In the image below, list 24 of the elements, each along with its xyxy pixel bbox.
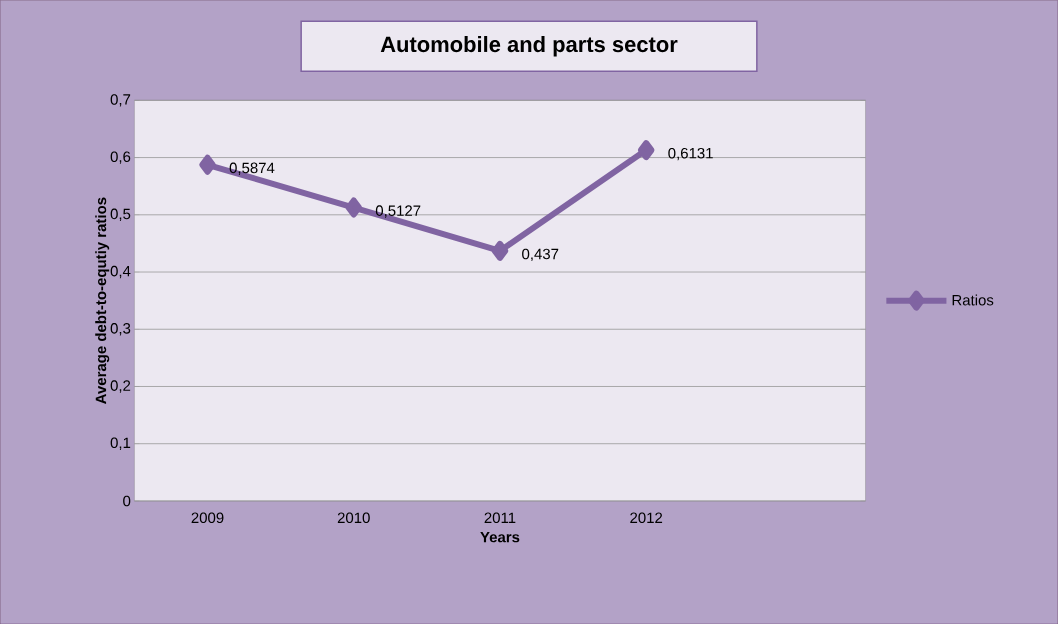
chart-title: Automobile and parts sector — [380, 35, 678, 57]
y-tick-label: 0,7 — [110, 94, 131, 107]
x-tick-label: 2012 — [630, 512, 663, 523]
point — [345, 197, 363, 218]
y-tick-label: 0,6 — [110, 151, 131, 164]
x-axis-title: Years — [480, 531, 520, 543]
y-axis-title: Average debt-to-equtiy ratios — [95, 197, 110, 404]
legend-label: Ratios — [952, 294, 994, 306]
y-tick-label: 0 — [123, 495, 131, 507]
data-label: 0,6131 — [668, 147, 713, 161]
point — [637, 139, 655, 160]
y-tick-label: 0,1 — [110, 437, 131, 450]
y-tick-label: 0,3 — [110, 322, 131, 336]
y-tick-label: 0,5 — [110, 208, 131, 221]
y-tick-label: 0,2 — [110, 380, 131, 393]
data-label: 0,5127 — [375, 205, 421, 218]
point — [199, 154, 216, 175]
point — [491, 240, 509, 261]
data-label: 0,437 — [522, 248, 559, 261]
x-tick-label: 2010 — [337, 512, 370, 523]
y-tick-label: 0,4 — [110, 265, 131, 279]
x-tick-label: 2011 — [484, 512, 516, 523]
x-tick-label: 2009 — [191, 512, 224, 523]
data-label: 0,5874 — [229, 162, 275, 175]
